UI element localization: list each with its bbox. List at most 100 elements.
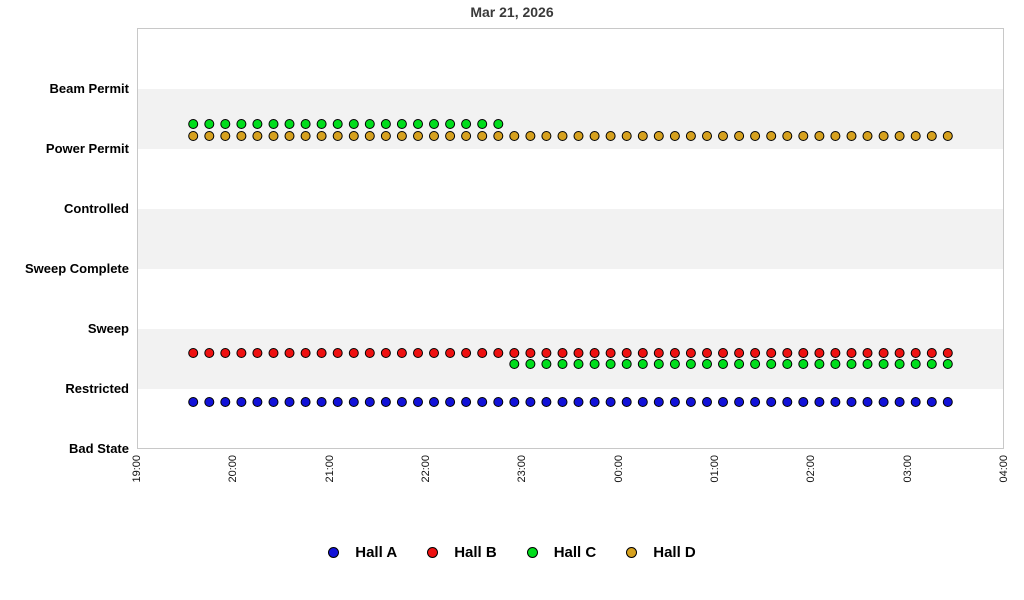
hall-c-point	[926, 359, 937, 369]
hall-d-point	[589, 131, 600, 141]
hall-d-point	[702, 131, 712, 141]
shaded-band	[138, 89, 1003, 149]
hall-b-point	[621, 348, 632, 358]
hall-c-point	[814, 359, 825, 369]
hall-a-point	[766, 397, 777, 407]
hall-c-point	[637, 359, 648, 369]
hall-d-point	[894, 131, 905, 141]
hall-c-point	[525, 359, 536, 369]
hall-c-marker-icon	[526, 547, 538, 558]
hall-d-point	[782, 131, 793, 141]
hall-d-point	[509, 131, 520, 141]
hall-d-point	[429, 131, 439, 141]
hall-d-point	[685, 131, 696, 141]
hall-d-point	[445, 131, 456, 141]
data-points-layer	[188, 119, 953, 407]
hall-b-point	[782, 348, 793, 358]
hall-d-point	[621, 131, 632, 141]
hall-b-point	[220, 348, 231, 358]
hall-c-point	[493, 119, 504, 129]
hall-b-point	[509, 348, 520, 358]
hall-b-point	[910, 348, 921, 358]
hall-b-point	[942, 348, 953, 358]
legend-item-hall-b: Hall B	[427, 544, 497, 561]
hall-d-point	[348, 131, 359, 141]
hall-d-point	[316, 131, 327, 141]
hall-c-point	[429, 119, 439, 129]
hall-b-point	[461, 348, 472, 358]
x-axis-tick-label: 19:00	[131, 455, 143, 483]
hall-a-point	[573, 397, 584, 407]
hall-b-point	[846, 348, 857, 358]
hall-a-point	[541, 397, 552, 407]
hall-c-point	[541, 359, 552, 369]
plot-area	[137, 28, 1004, 449]
hall-d-point	[766, 131, 777, 141]
hall-c-point	[766, 359, 777, 369]
y-axis-label-restricted: Restricted	[65, 381, 129, 396]
y-axis-label-sweep-complete: Sweep Complete	[24, 261, 129, 276]
hall-b-point	[653, 348, 664, 358]
hall-b-point	[798, 348, 809, 358]
hall-b-point	[734, 348, 745, 358]
hall-a-point	[798, 397, 809, 407]
hall-b-point	[605, 348, 616, 358]
hall-d-point	[525, 131, 536, 141]
hall-a-point	[461, 397, 472, 407]
hall-c-point	[396, 119, 407, 129]
hall-b-point	[300, 348, 311, 358]
hall-b-point	[685, 348, 696, 358]
hall-c-point	[557, 359, 568, 369]
hall-c-point	[702, 359, 712, 369]
hall-d-point	[862, 131, 873, 141]
y-axis-label-controlled: Controlled	[64, 201, 129, 216]
hall-b-point	[413, 348, 423, 358]
hall-c-point	[413, 119, 423, 129]
hall-a-point	[814, 397, 825, 407]
hall-b-point	[445, 348, 456, 358]
hall-b-point	[188, 348, 199, 358]
hall-a-point	[445, 397, 456, 407]
hall-c-point	[252, 119, 263, 129]
hall-a-point	[830, 397, 841, 407]
hall-a-point	[220, 397, 231, 407]
hall-c-point	[782, 359, 793, 369]
hall-a-point	[589, 397, 600, 407]
x-axis-tick-label: 22:00	[420, 455, 432, 483]
shaded-band	[138, 209, 1003, 269]
hall-b-point	[926, 348, 937, 358]
hall-d-point	[204, 131, 215, 141]
hall-d-marker-icon	[626, 547, 638, 558]
hall-b-point	[348, 348, 359, 358]
legend-item-hall-a: Hall A	[328, 544, 397, 561]
hall-b-point	[894, 348, 905, 358]
hall-a-point	[204, 397, 215, 407]
hall-d-point	[541, 131, 552, 141]
hall-c-point	[236, 119, 247, 129]
hall-b-point	[332, 348, 343, 358]
legend: Hall A Hall B Hall C Hall D	[0, 544, 1024, 561]
hall-c-point	[621, 359, 632, 369]
hall-d-point	[814, 131, 825, 141]
hall-b-point	[589, 348, 600, 358]
hall-d-point	[846, 131, 857, 141]
hall-b-point	[669, 348, 680, 358]
hall-a-point	[300, 397, 311, 407]
hall-a-point	[734, 397, 745, 407]
hall-c-point	[846, 359, 857, 369]
x-axis-tick-label: 01:00	[709, 455, 721, 483]
hall-b-point	[814, 348, 825, 358]
hall-d-point	[653, 131, 664, 141]
hall-c-point	[364, 119, 375, 129]
hall-a-point	[782, 397, 793, 407]
hall-d-point	[188, 131, 199, 141]
hall-c-point	[380, 119, 391, 129]
hall-c-point	[348, 119, 359, 129]
hall-c-point	[300, 119, 311, 129]
x-axis-tick-label: 00:00	[612, 455, 625, 483]
hall-c-point	[685, 359, 696, 369]
hall-a-point	[653, 397, 664, 407]
hall-c-point	[188, 119, 199, 129]
hall-c-point	[268, 119, 279, 129]
